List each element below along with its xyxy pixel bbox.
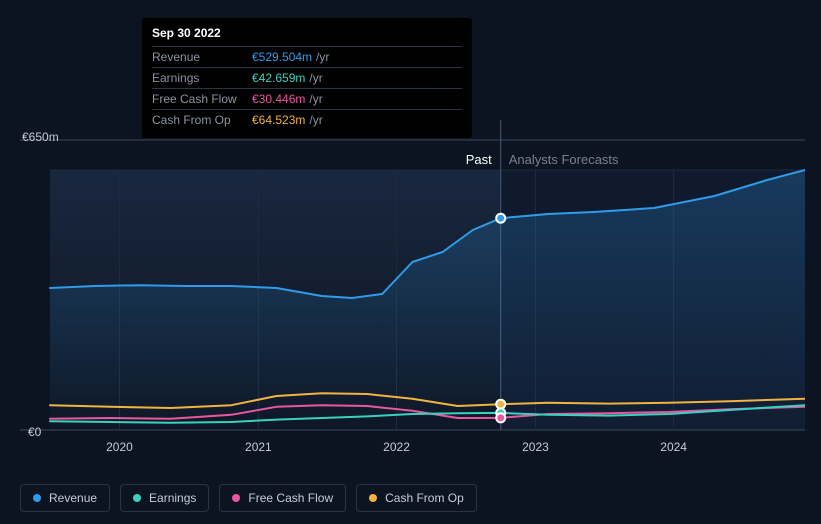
legend-item-label: Cash From Op bbox=[385, 491, 464, 505]
x-axis-tick-label: 2022 bbox=[383, 440, 410, 454]
tooltip-row-value: €529.504m bbox=[252, 50, 312, 64]
legend-dot-icon bbox=[33, 494, 41, 502]
tooltip-row: Earnings€42.659m/yr bbox=[152, 67, 462, 88]
x-axis-tick-label: 2021 bbox=[245, 440, 272, 454]
tooltip-row-label: Cash From Op bbox=[152, 113, 252, 127]
x-axis-tick-label: 2024 bbox=[660, 440, 687, 454]
tooltip-row: Revenue€529.504m/yr bbox=[152, 46, 462, 67]
section-forecast-label: Analysts Forecasts bbox=[509, 152, 619, 167]
section-past-label: Past bbox=[466, 152, 492, 167]
legend-dot-icon bbox=[369, 494, 377, 502]
tooltip-row-unit: /yr bbox=[309, 113, 322, 127]
tooltip-row-unit: /yr bbox=[309, 92, 322, 106]
tooltip-row-value: €64.523m bbox=[252, 113, 305, 127]
hover-tooltip: Sep 30 2022 Revenue€529.504m/yrEarnings€… bbox=[142, 18, 472, 138]
tooltip-row-unit: /yr bbox=[316, 50, 329, 64]
tooltip-row-label: Revenue bbox=[152, 50, 252, 64]
x-axis-tick-label: 2020 bbox=[106, 440, 133, 454]
legend-item-label: Free Cash Flow bbox=[248, 491, 333, 505]
tooltip-row-unit: /yr bbox=[309, 71, 322, 85]
legend: Revenue Earnings Free Cash Flow Cash From O… bbox=[20, 484, 477, 512]
legend-item-label: Earnings bbox=[149, 491, 196, 505]
legend-item-earnings[interactable]: Earnings bbox=[120, 484, 209, 512]
legend-item-free_cash_flow[interactable]: Free Cash Flow bbox=[219, 484, 346, 512]
legend-item-revenue[interactable]: Revenue bbox=[20, 484, 110, 512]
x-axis-tick-label: 2023 bbox=[522, 440, 549, 454]
legend-item-label: Revenue bbox=[49, 491, 97, 505]
tooltip-row-value: €30.446m bbox=[252, 92, 305, 106]
tooltip-title: Sep 30 2022 bbox=[152, 26, 462, 46]
tooltip-row: Cash From Op€64.523m/yr bbox=[152, 109, 462, 130]
tooltip-row-value: €42.659m bbox=[252, 71, 305, 85]
legend-dot-icon bbox=[133, 494, 141, 502]
tooltip-row: Free Cash Flow€30.446m/yr bbox=[152, 88, 462, 109]
y-axis-min-label: €0 bbox=[28, 425, 41, 439]
chart-svg[interactable] bbox=[20, 120, 805, 450]
y-axis-max-label: €650m bbox=[22, 130, 59, 144]
tooltip-row-label: Free Cash Flow bbox=[152, 92, 252, 106]
legend-dot-icon bbox=[232, 494, 240, 502]
chart-area: €650m €0 Past Analysts Forecasts 2020202… bbox=[20, 120, 805, 450]
tooltip-row-label: Earnings bbox=[152, 71, 252, 85]
legend-item-cash_from_op[interactable]: Cash From Op bbox=[356, 484, 477, 512]
